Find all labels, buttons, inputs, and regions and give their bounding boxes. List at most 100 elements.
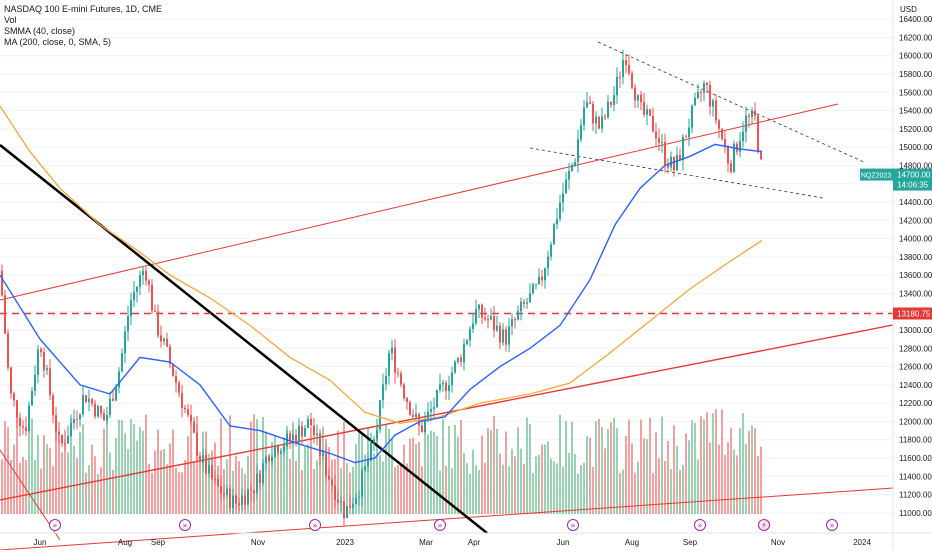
candle-body bbox=[538, 276, 540, 284]
candle-body bbox=[37, 349, 39, 375]
x-tick-label: Jun bbox=[557, 538, 570, 547]
volume-bar bbox=[469, 473, 471, 514]
candle-body bbox=[154, 310, 156, 312]
candle-body bbox=[409, 402, 411, 415]
y-tick-label: 11400.00 bbox=[899, 472, 932, 481]
x-tick-label: Sep bbox=[683, 538, 698, 547]
volume-bar bbox=[202, 431, 204, 514]
volume-bar bbox=[61, 452, 63, 514]
volume-bar bbox=[694, 422, 696, 514]
candle-body bbox=[175, 376, 177, 383]
last-price-text: 14700.00 bbox=[897, 171, 931, 180]
volume-bar bbox=[16, 415, 18, 514]
volume-bar bbox=[712, 413, 714, 514]
volume-bar bbox=[661, 416, 663, 514]
volume-bar bbox=[112, 469, 114, 514]
volume-bar bbox=[679, 470, 681, 514]
candle-body bbox=[367, 460, 369, 467]
volume-bar bbox=[286, 429, 288, 514]
smma-40-line bbox=[0, 143, 763, 464]
earnings-icon bbox=[694, 519, 706, 531]
candle-body bbox=[592, 103, 594, 124]
volume-bar bbox=[589, 437, 591, 514]
candle-body bbox=[163, 338, 165, 342]
candle-body bbox=[52, 395, 54, 416]
volume-bar bbox=[487, 428, 489, 514]
time-axis[interactable]: Jun Aug Sep Nov 2023 Mar Apr Jun Aug Sep Nov 2024 bbox=[0, 532, 932, 547]
candle-body bbox=[748, 115, 750, 117]
volume-bar bbox=[433, 431, 435, 514]
candle-body bbox=[157, 311, 159, 336]
x-tick-label: 2024 bbox=[853, 538, 871, 547]
candle-body bbox=[733, 143, 735, 173]
volume-bar bbox=[316, 460, 318, 514]
candle-body bbox=[250, 489, 252, 491]
channel-upper-dashed bbox=[597, 41, 867, 164]
candle-body bbox=[166, 338, 168, 347]
earnings-marker: » bbox=[49, 519, 61, 531]
candle-body bbox=[709, 84, 711, 107]
volume-bar bbox=[391, 438, 393, 514]
y-tick-label: 13800.00 bbox=[899, 253, 932, 262]
candle-body bbox=[427, 411, 429, 419]
candle-body bbox=[88, 398, 90, 403]
candle-body bbox=[397, 372, 399, 374]
volume-bar bbox=[163, 448, 165, 514]
volume-bar bbox=[733, 449, 735, 514]
candle-body bbox=[76, 419, 78, 421]
candle-body bbox=[400, 373, 402, 385]
volume-bar bbox=[1, 459, 3, 514]
volume-bar bbox=[460, 419, 462, 514]
legend-ma: MA (200, close, 0, SMA, 5) bbox=[4, 37, 112, 47]
volume-bar bbox=[136, 440, 138, 514]
candle-body bbox=[445, 382, 447, 392]
x-tick-label: Mar bbox=[419, 538, 433, 547]
volume-bar bbox=[718, 444, 720, 514]
volume-bar bbox=[730, 427, 732, 514]
volume-bar bbox=[373, 453, 375, 514]
volume-bar bbox=[700, 416, 702, 514]
volume-bar bbox=[340, 468, 342, 514]
event-markers[interactable]: » » » » » » ⚡ » bbox=[49, 519, 838, 531]
volume-bar bbox=[64, 429, 66, 514]
volume-bar bbox=[610, 422, 612, 514]
volume-bar bbox=[274, 452, 276, 514]
volume-bar bbox=[745, 444, 747, 514]
earnings-glyph: » bbox=[438, 521, 443, 530]
candle-body bbox=[658, 138, 660, 143]
earnings-glyph: » bbox=[698, 521, 703, 530]
candle-body bbox=[436, 389, 438, 408]
volume-bar bbox=[124, 433, 126, 514]
candle-body bbox=[760, 151, 762, 160]
volume-bar bbox=[547, 441, 549, 514]
volume-bar bbox=[649, 417, 651, 514]
candle-body bbox=[751, 110, 753, 117]
candle-body bbox=[568, 170, 570, 180]
candle-body bbox=[406, 398, 408, 403]
volume-bar bbox=[133, 424, 135, 514]
volume-bar bbox=[358, 432, 360, 514]
x-tick-label: Nov bbox=[771, 538, 785, 547]
volume-bar bbox=[355, 444, 357, 514]
candle-body bbox=[340, 501, 342, 503]
candle-body bbox=[316, 433, 318, 436]
candle-body bbox=[430, 408, 432, 412]
volume-bar bbox=[409, 438, 411, 514]
candle-body bbox=[190, 414, 192, 422]
y-tick-label: 12000.00 bbox=[899, 417, 932, 426]
volume-bar bbox=[169, 443, 171, 514]
candle-body bbox=[238, 503, 240, 506]
candle-body bbox=[364, 466, 366, 471]
candle-body bbox=[691, 105, 693, 128]
price-axis[interactable]: USD 11000.00 11200.00 11400.00 11600.00 11800… bbox=[892, 0, 932, 550]
candle-body bbox=[514, 319, 516, 321]
candle-body bbox=[31, 390, 33, 406]
volume-bar bbox=[697, 459, 699, 514]
candle-body bbox=[178, 382, 180, 393]
trend-lines[interactable] bbox=[0, 41, 894, 551]
candle-body bbox=[220, 485, 222, 494]
volume-bar bbox=[235, 455, 237, 514]
candle-body bbox=[28, 405, 30, 432]
